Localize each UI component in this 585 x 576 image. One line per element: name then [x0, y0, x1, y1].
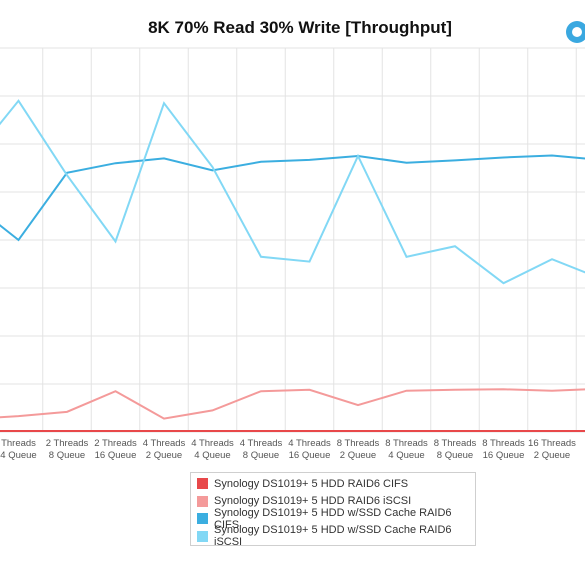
x-tick-label: 4 Queue [388, 450, 424, 461]
x-tick-label: 4 Queue [194, 450, 230, 461]
legend-swatch [197, 513, 208, 525]
legend-label: Synology DS1019+ 5 HDD w/SSD Cache RAID6… [214, 524, 452, 549]
x-tick-label: 8 Queue [243, 450, 279, 461]
x-tick-label: 2 Queue [340, 450, 376, 461]
x-tick-label: 2 Threads [94, 438, 137, 449]
x-tick-label: Threads [1, 438, 36, 449]
chart-title: 8K 70% Read 30% Write [Throughput] [148, 18, 452, 37]
legend-label: Synology DS1019+ 5 HDD w/SSD Cache RAID6… [214, 506, 452, 531]
x-tick-label: 4 Queue [0, 450, 36, 461]
x-tick-label: 2 Queue [534, 450, 570, 461]
series-line [0, 388, 585, 420]
x-tick-label: 8 Threads [434, 438, 477, 449]
series-line [0, 154, 585, 242]
legend-item: Synology DS1019+ 5 HDD w/SSD Cache RAID6… [197, 524, 469, 548]
x-tick-label: 8 Queue [49, 450, 85, 461]
legend-label: Synology DS1019+ 5 HDD RAID6 CIFS [214, 477, 409, 490]
series-line [0, 99, 585, 285]
x-tick-label: 8 Threads [385, 438, 428, 449]
x-tick-label: 16 Queue [483, 450, 525, 461]
x-tick-label: 16 Threads [528, 438, 576, 449]
chart-legend: Synology DS1019+ 5 HDD RAID6 CIFS Synolo… [190, 472, 476, 548]
legend-item: Synology DS1019+ 5 HDD w/SSD Cache RAID6… [197, 506, 469, 531]
legend-swatch [197, 530, 208, 542]
x-tick-label: 4 Threads [191, 438, 234, 449]
legend-label: Synology DS1019+ 5 HDD RAID6 iSCSI [214, 495, 412, 508]
x-tick-label: 16 Queue [289, 450, 331, 461]
legend-item: Synology DS1019+ 5 HDD RAID6 CIFS [197, 475, 469, 493]
x-tick-label: 8 Threads [337, 438, 380, 449]
x-tick-label: 2 Queue [146, 450, 182, 461]
legend-swatch [197, 495, 208, 507]
legend-swatch [197, 478, 208, 490]
x-tick-label: 16 Queue [95, 450, 137, 461]
x-tick-label: 8 Queue [437, 450, 473, 461]
x-tick-label: 4 Threads [143, 438, 186, 449]
legend-item: Synology DS1019+ 5 HDD RAID6 iSCSI [197, 493, 469, 511]
x-tick-label: 4 Threads [240, 438, 283, 449]
x-tick-label: 2 Threads [46, 438, 89, 449]
circle-logo-icon[interactable] [566, 21, 585, 43]
x-tick-label: 8 Threads [482, 438, 525, 449]
x-tick-label: 4 Threads [288, 438, 331, 449]
